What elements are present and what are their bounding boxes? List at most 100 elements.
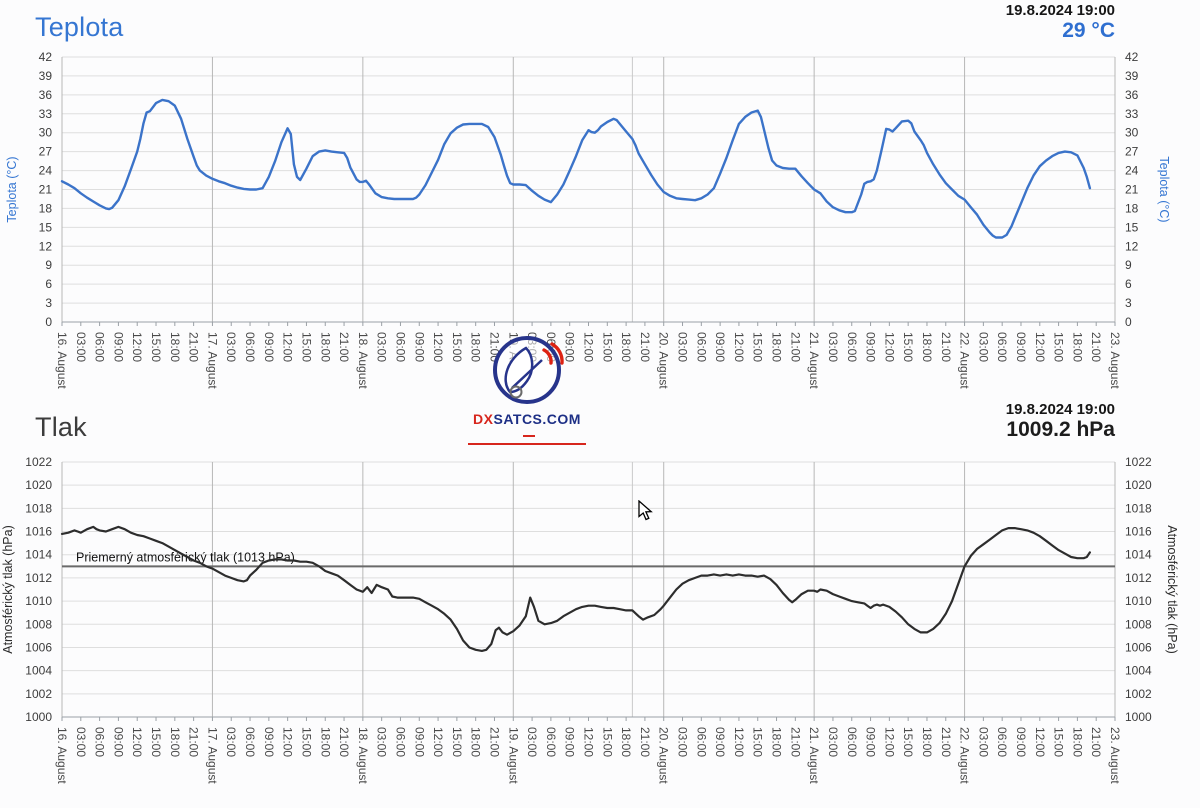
svg-text:09:00: 09:00 bbox=[713, 727, 727, 757]
svg-text:9: 9 bbox=[45, 258, 52, 272]
temperature-readout-timestamp: 19.8.2024 19:00 bbox=[1005, 2, 1115, 19]
svg-text:24: 24 bbox=[1125, 164, 1139, 178]
svg-text:21:00: 21:00 bbox=[939, 727, 953, 757]
svg-text:21:00: 21:00 bbox=[187, 332, 201, 362]
svg-text:6: 6 bbox=[45, 277, 52, 291]
svg-text:09:00: 09:00 bbox=[262, 727, 276, 757]
logo-dx: DX bbox=[473, 411, 494, 427]
svg-text:03:00: 03:00 bbox=[375, 727, 389, 757]
svg-text:1018: 1018 bbox=[1125, 501, 1152, 515]
svg-text:23. August: 23. August bbox=[1108, 332, 1122, 389]
svg-text:36: 36 bbox=[1125, 88, 1139, 102]
svg-text:21:00: 21:00 bbox=[487, 727, 501, 757]
svg-text:42: 42 bbox=[39, 50, 53, 64]
svg-text:1006: 1006 bbox=[1125, 640, 1152, 654]
svg-text:15:00: 15:00 bbox=[751, 727, 765, 757]
svg-text:21: 21 bbox=[1125, 183, 1139, 197]
svg-text:17. August: 17. August bbox=[205, 332, 219, 389]
svg-text:1002: 1002 bbox=[25, 687, 52, 701]
svg-text:15:00: 15:00 bbox=[751, 332, 765, 362]
svg-text:1018: 1018 bbox=[25, 501, 52, 515]
svg-text:21. August: 21. August bbox=[807, 332, 821, 389]
svg-text:06:00: 06:00 bbox=[845, 727, 859, 757]
svg-text:6: 6 bbox=[1125, 277, 1132, 291]
svg-text:27: 27 bbox=[39, 145, 53, 159]
svg-text:39: 39 bbox=[1125, 69, 1139, 83]
svg-text:33: 33 bbox=[1125, 107, 1139, 121]
svg-text:06:00: 06:00 bbox=[845, 332, 859, 362]
svg-text:06:00: 06:00 bbox=[93, 332, 107, 362]
svg-text:1010: 1010 bbox=[25, 594, 52, 608]
cursor-arrow-icon bbox=[638, 499, 653, 521]
svg-text:9: 9 bbox=[1125, 258, 1132, 272]
svg-text:09:00: 09:00 bbox=[111, 332, 125, 362]
svg-text:3: 3 bbox=[1125, 296, 1132, 310]
svg-text:12:00: 12:00 bbox=[1033, 727, 1047, 757]
svg-text:18. August: 18. August bbox=[356, 727, 370, 784]
svg-text:06:00: 06:00 bbox=[93, 727, 107, 757]
svg-text:15: 15 bbox=[39, 220, 53, 234]
svg-text:12:00: 12:00 bbox=[281, 727, 295, 757]
svg-text:03:00: 03:00 bbox=[676, 332, 690, 362]
svg-text:03:00: 03:00 bbox=[976, 727, 990, 757]
svg-text:09:00: 09:00 bbox=[1014, 727, 1028, 757]
svg-text:15:00: 15:00 bbox=[1052, 332, 1066, 362]
svg-text:12:00: 12:00 bbox=[732, 727, 746, 757]
temperature-current-value: 29 °C bbox=[1062, 19, 1115, 43]
svg-text:22. August: 22. August bbox=[958, 727, 972, 784]
svg-text:0: 0 bbox=[45, 315, 52, 329]
svg-text:12: 12 bbox=[1125, 239, 1139, 253]
logo-wordmark: DXSATCS.COM bbox=[468, 411, 586, 445]
svg-text:Teplota (°C): Teplota (°C) bbox=[1157, 156, 1171, 222]
svg-text:21:00: 21:00 bbox=[788, 332, 802, 362]
svg-text:24: 24 bbox=[39, 164, 53, 178]
svg-text:Teplota (°C): Teplota (°C) bbox=[5, 156, 19, 222]
svg-text:09:00: 09:00 bbox=[713, 332, 727, 362]
svg-text:15:00: 15:00 bbox=[450, 727, 464, 757]
svg-text:18:00: 18:00 bbox=[920, 332, 934, 362]
svg-text:03:00: 03:00 bbox=[375, 332, 389, 362]
svg-text:15:00: 15:00 bbox=[149, 332, 163, 362]
pressure-section-title: Tlak bbox=[35, 412, 87, 442]
svg-text:12:00: 12:00 bbox=[582, 332, 596, 362]
svg-text:12:00: 12:00 bbox=[732, 332, 746, 362]
svg-text:27: 27 bbox=[1125, 145, 1139, 159]
svg-text:06:00: 06:00 bbox=[393, 332, 407, 362]
svg-text:15:00: 15:00 bbox=[299, 727, 313, 757]
svg-text:1008: 1008 bbox=[1125, 617, 1152, 631]
svg-text:06:00: 06:00 bbox=[243, 727, 257, 757]
svg-text:12:00: 12:00 bbox=[130, 332, 144, 362]
svg-text:09:00: 09:00 bbox=[563, 332, 577, 362]
svg-text:1020: 1020 bbox=[1125, 478, 1152, 492]
svg-text:1004: 1004 bbox=[1125, 664, 1152, 678]
logo-satcs: SATCS.COM bbox=[493, 411, 581, 427]
svg-text:18:00: 18:00 bbox=[920, 727, 934, 757]
svg-text:18:00: 18:00 bbox=[1070, 727, 1084, 757]
svg-text:1006: 1006 bbox=[25, 640, 52, 654]
svg-text:15:00: 15:00 bbox=[901, 727, 915, 757]
svg-text:0: 0 bbox=[1125, 315, 1132, 329]
pressure-readout: 19.8.2024 19:00 1009.2 hPa bbox=[1006, 401, 1115, 442]
svg-text:18:00: 18:00 bbox=[168, 332, 182, 362]
temperature-section-title: Teplota bbox=[35, 12, 124, 42]
svg-text:23. August: 23. August bbox=[1108, 727, 1122, 784]
svg-text:12: 12 bbox=[39, 239, 53, 253]
svg-text:1012: 1012 bbox=[25, 571, 52, 585]
svg-text:3: 3 bbox=[45, 296, 52, 310]
svg-text:21:00: 21:00 bbox=[638, 727, 652, 757]
svg-text:18:00: 18:00 bbox=[619, 332, 633, 362]
svg-text:1022: 1022 bbox=[1125, 455, 1152, 469]
svg-text:21:00: 21:00 bbox=[939, 332, 953, 362]
dxsatcs-logo[interactable]: DXSATCS.COM bbox=[468, 334, 586, 445]
svg-text:18:00: 18:00 bbox=[469, 332, 483, 362]
svg-text:18:00: 18:00 bbox=[318, 332, 332, 362]
svg-text:15:00: 15:00 bbox=[1052, 727, 1066, 757]
svg-text:06:00: 06:00 bbox=[694, 727, 708, 757]
svg-text:06:00: 06:00 bbox=[995, 727, 1009, 757]
svg-text:06:00: 06:00 bbox=[995, 332, 1009, 362]
svg-text:16. August: 16. August bbox=[55, 727, 69, 784]
svg-text:21. August: 21. August bbox=[807, 727, 821, 784]
svg-text:15:00: 15:00 bbox=[149, 727, 163, 757]
